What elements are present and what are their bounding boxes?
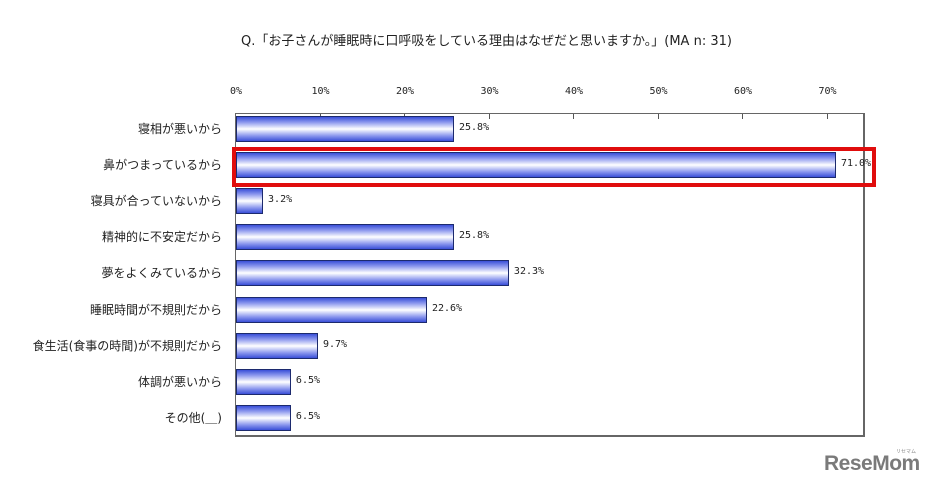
bar	[236, 260, 509, 287]
resemom-logo-subtext: リセマム	[896, 449, 917, 455]
value-label: 22.6%	[431, 302, 463, 314]
x-tick-label: 10%	[311, 86, 330, 97]
value-label: 25.8%	[459, 122, 490, 133]
x-tick-label: 60%	[733, 86, 753, 97]
x-tick-label: 30%	[480, 86, 499, 97]
bar-row: 食生活(食事の時間)が不規則だから 9.7%	[0, 331, 933, 359]
value-label: 25.8%	[459, 230, 490, 242]
x-tick-label: 40%	[564, 86, 584, 97]
bar-row: 睡眠時間が不規則だから 22.6%	[0, 295, 933, 323]
category-label: 睡眠時間が不規則だから	[89, 302, 222, 317]
bar-row: その他(＿) 6.5%	[0, 403, 933, 431]
bar-row: 寝具が合っていないから 3.2%	[0, 186, 933, 215]
bar-row: 鼻がつまっているから 71.0%	[0, 150, 933, 179]
value-label: 71.0%	[840, 158, 872, 170]
category-label: 精神的に不安定だから	[101, 230, 222, 245]
category-label: 食生活(食事の時間)が不規則だから	[32, 338, 222, 353]
bar	[236, 224, 454, 251]
category-label: その他(＿)	[164, 410, 222, 425]
x-tick-mark	[657, 114, 659, 119]
category-label: 寝相が悪いから	[137, 122, 222, 136]
resemom-logo: ReseMom	[824, 452, 920, 475]
bar	[236, 188, 264, 215]
x-tick-label: 50%	[649, 86, 668, 97]
bar	[236, 152, 836, 179]
bar-row: 寝相が悪いから 25.8%	[0, 114, 933, 142]
chart-title: Q.「お子さんが睡眠時に口呼吸をしている理由はなぜだと思いますか。」(MA n:…	[241, 34, 732, 49]
bar-row: 夢をよくみているから 32.3%	[0, 258, 933, 287]
category-label: 体調が悪いから	[137, 374, 222, 389]
x-tick-label: 70%	[818, 86, 837, 97]
bar	[236, 332, 318, 359]
x-tick-label: 20%	[395, 86, 415, 97]
x-tick-mark	[573, 114, 574, 119]
bar	[236, 368, 291, 395]
x-tick-mark	[826, 114, 828, 119]
x-tick-label: 0%	[229, 86, 243, 97]
value-label: 32.3%	[513, 266, 545, 278]
bar	[236, 116, 454, 142]
category-label: 鼻がつまっているから	[103, 158, 222, 173]
x-tick-mark	[742, 114, 743, 119]
value-label: 6.5%	[295, 410, 321, 422]
category-label: 夢をよくみているから	[101, 266, 222, 281]
bar	[236, 404, 291, 431]
value-label: 6.5%	[295, 374, 321, 386]
category-label: 寝具が合っていないから	[90, 194, 222, 209]
bar	[236, 296, 427, 323]
highlight-box	[232, 147, 876, 187]
bar-row: 体調が悪いから 6.5%	[0, 367, 933, 395]
bar-row: 精神的に不安定だから 25.8%	[0, 222, 933, 251]
x-tick-mark	[488, 114, 490, 119]
value-label: 3.2%	[268, 194, 293, 206]
value-label: 9.7%	[322, 338, 348, 350]
